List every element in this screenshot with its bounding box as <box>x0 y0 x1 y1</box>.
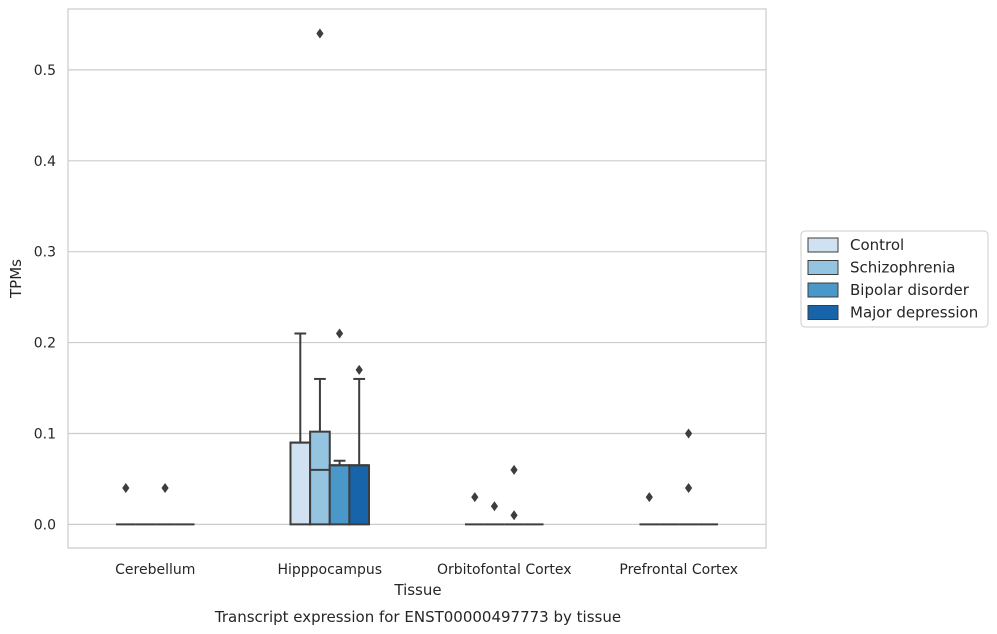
outlier-marker <box>161 483 169 494</box>
box-plots <box>115 28 719 526</box>
y-tick-label: 0.1 <box>34 426 56 442</box>
legend-label: Schizophrenia <box>850 259 955 277</box>
x-tick-label: Hipppocampus <box>277 562 382 578</box>
box-0-0 <box>115 483 136 526</box>
legend-swatch <box>807 282 839 298</box>
legend-label: Bipolar disorder <box>850 281 970 299</box>
box-1-2 <box>328 328 351 526</box>
box-1-3 <box>348 364 371 526</box>
outlier-marker <box>684 428 693 439</box>
legend-swatch <box>807 305 839 320</box>
box-2-0 <box>464 492 485 526</box>
y-axis-label: TPMs <box>7 259 25 299</box>
outlier-marker <box>490 501 499 512</box>
box-0-2 <box>155 483 175 526</box>
outlier-marker <box>335 328 344 339</box>
legend: Control Schizophrenia Bipolar disorder Majo… <box>800 230 989 328</box>
y-tick-label: 0.4 <box>34 154 56 170</box>
outlier-marker <box>122 483 130 494</box>
box-3-0 <box>639 492 660 526</box>
legend-label: Control <box>850 236 904 254</box>
legend-swatch <box>807 237 839 253</box>
x-tick-label: Orbitofontal Cortex <box>437 562 572 578</box>
box-1-1 <box>309 28 331 526</box>
grid-lines <box>68 69 766 525</box>
y-tick-label: 0.2 <box>34 336 56 352</box>
box-3-2 <box>678 428 699 526</box>
x-axis-label: Tissue <box>393 581 441 599</box>
y-tick-label: 0.0 <box>34 517 56 533</box>
y-tick-labels: 0.0 0.1 0.2 0.3 0.4 0.5 <box>34 63 56 533</box>
box-2-1 <box>484 501 505 526</box>
legend-swatch <box>807 260 839 275</box>
outlier-marker <box>316 28 324 39</box>
y-tick-label: 0.3 <box>34 245 56 261</box>
box-1-0 <box>289 332 312 526</box>
outlier-marker <box>645 492 653 503</box>
box-2-2 <box>504 464 524 526</box>
outlier-marker <box>471 492 479 503</box>
box-body <box>328 464 351 526</box>
outlier-marker <box>510 510 518 521</box>
box-body <box>289 441 312 526</box>
y-tick-label: 0.5 <box>34 63 56 79</box>
outlier-marker <box>355 364 363 375</box>
box-body <box>348 464 371 526</box>
x-tick-label: Cerebellum <box>115 562 195 578</box>
x-tick-labels: Cerebellum Hipppocampus Orbitofontal Corte… <box>115 562 738 578</box>
outlier-marker <box>510 464 518 475</box>
outlier-marker <box>684 483 693 494</box>
plot-area-frame <box>67 8 767 549</box>
legend-frame <box>800 230 989 328</box>
chart-caption: Transcript expression for ENST0000049777… <box>214 608 621 626</box>
legend-label: Major depression <box>850 304 978 322</box>
x-tick-label: Prefrontal Cortex <box>619 562 738 578</box>
box-body <box>309 430 331 526</box>
